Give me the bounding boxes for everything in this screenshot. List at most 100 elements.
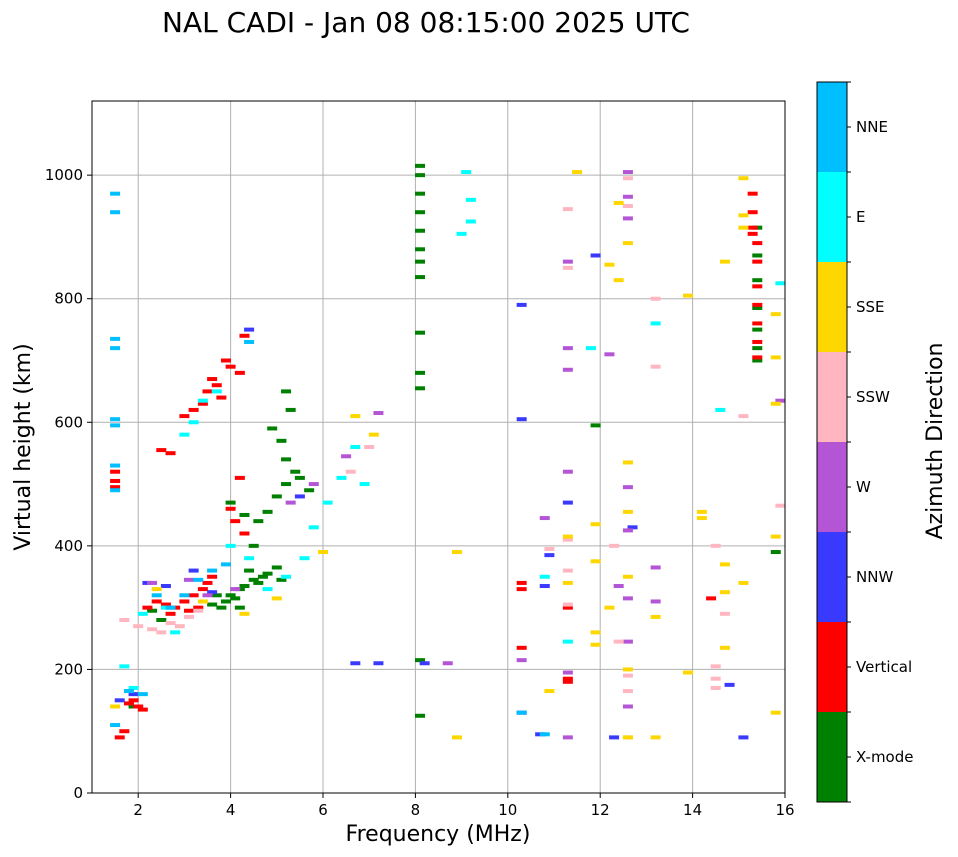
data-point (516, 587, 527, 592)
data-point (239, 333, 250, 338)
data-point (562, 735, 573, 740)
data-point (650, 296, 661, 301)
data-point (590, 423, 601, 428)
data-point (622, 673, 633, 678)
data-point (110, 485, 121, 490)
data-point (179, 599, 190, 604)
colorbar-segment (817, 352, 847, 442)
data-point (622, 460, 633, 465)
data-point (257, 574, 268, 579)
data-point (110, 488, 121, 493)
series-vertical (110, 191, 763, 740)
data-point (609, 543, 620, 548)
data-point (622, 194, 633, 199)
data-point (165, 451, 176, 456)
colorbar-label: W (856, 478, 871, 496)
data-point (207, 590, 218, 595)
data-point (350, 661, 361, 666)
data-point (253, 519, 264, 524)
data-point (696, 509, 707, 514)
data-point (294, 494, 305, 499)
data-point (114, 735, 125, 740)
data-point (650, 599, 661, 604)
data-point (562, 605, 573, 610)
data-point (276, 438, 287, 443)
data-point (562, 469, 573, 474)
data-point (719, 590, 730, 595)
y-tick-label: 0 (73, 784, 83, 802)
data-point (715, 407, 726, 412)
data-point (770, 312, 781, 317)
data-point (710, 676, 721, 681)
data-point (516, 302, 527, 307)
data-point (650, 364, 661, 369)
data-point (220, 562, 231, 567)
data-point (710, 664, 721, 669)
data-point (738, 176, 749, 181)
data-point (738, 735, 749, 740)
colorbar-label: NNW (856, 568, 893, 586)
data-point (516, 710, 527, 715)
data-point (770, 401, 781, 406)
colorbar-label: X-mode (856, 748, 913, 766)
data-point (650, 321, 661, 326)
data-point (179, 593, 190, 598)
data-point (304, 488, 315, 493)
data-point (770, 710, 781, 715)
data-point (156, 618, 167, 622)
data-point (775, 398, 786, 403)
data-point (211, 389, 222, 394)
x-axis-label: Frequency (MHz) (346, 822, 531, 847)
data-point (244, 568, 255, 573)
data-point (747, 210, 758, 215)
data-point (562, 537, 573, 542)
data-point (562, 500, 573, 505)
data-point (622, 509, 633, 514)
data-point (451, 735, 462, 740)
data-point (590, 630, 601, 635)
data-point (128, 698, 139, 703)
grid-lines (92, 101, 785, 793)
data-point (202, 580, 213, 585)
data-point (539, 516, 550, 521)
data-point (174, 624, 185, 629)
data-point (465, 197, 476, 202)
x-tick-label: 8 (411, 801, 421, 819)
data-point (622, 216, 633, 221)
y-tick-label: 800 (54, 290, 83, 308)
data-point (710, 685, 721, 690)
data-point (110, 478, 121, 483)
data-point (133, 704, 144, 709)
data-point (230, 519, 241, 524)
data-point (253, 580, 264, 585)
data-point (151, 599, 162, 604)
data-point (775, 281, 786, 286)
data-point (613, 278, 624, 283)
data-point (248, 577, 259, 582)
data-point (622, 667, 633, 672)
y-tick-label: 600 (54, 413, 83, 431)
data-point (609, 735, 620, 740)
data-point (622, 204, 633, 209)
data-point (622, 528, 633, 533)
data-point (572, 170, 583, 175)
data-point (451, 550, 462, 555)
data-point (719, 611, 730, 616)
data-point (239, 584, 250, 589)
data-point (465, 219, 476, 224)
data-point (156, 448, 167, 453)
data-point (207, 568, 218, 573)
x-tick-label: 2 (133, 801, 143, 819)
data-point (193, 605, 204, 610)
data-point (165, 621, 176, 626)
data-point (165, 605, 176, 610)
data-point (710, 543, 721, 548)
data-point (151, 587, 162, 592)
data-point (350, 445, 361, 449)
data-point (197, 587, 208, 592)
data-point (137, 611, 148, 616)
data-point (188, 420, 199, 425)
data-point (234, 475, 245, 480)
data-point (197, 398, 208, 403)
